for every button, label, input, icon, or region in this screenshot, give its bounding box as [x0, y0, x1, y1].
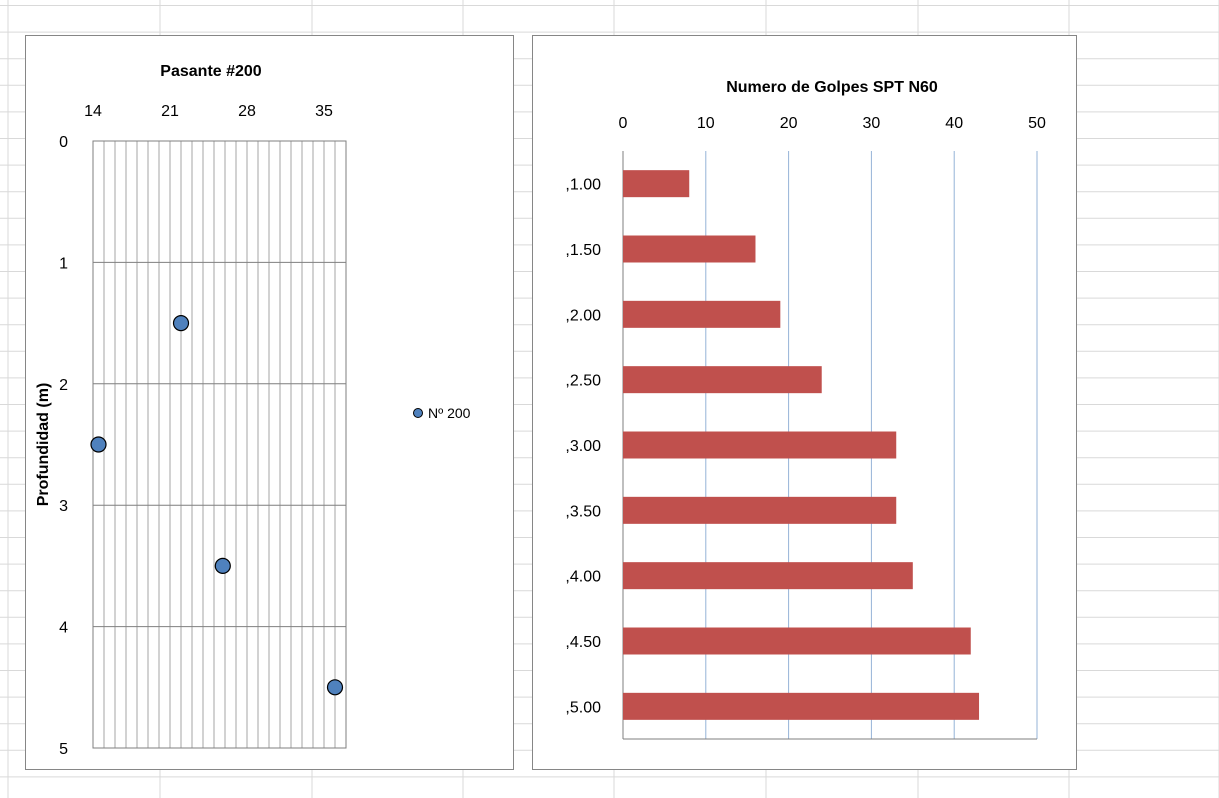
bar: [623, 562, 913, 590]
bar: [623, 627, 971, 655]
category-label: ,1.50: [565, 242, 601, 259]
pasante-200-plot: Pasante #200 14 21 28 35 0 1 2 3 4 5 Profundidad (m…: [35, 63, 471, 758]
x-tick-label: 28: [238, 103, 256, 120]
y-axis-title: Profundidad (m): [35, 383, 52, 507]
bar: [623, 692, 980, 720]
category-label: ,3.50: [565, 503, 601, 520]
category-label: ,2.00: [565, 307, 601, 324]
category-label: ,5.00: [565, 699, 601, 716]
category-label: ,1.00: [565, 177, 601, 194]
y-tick-label: 1: [59, 255, 68, 272]
y-tick-label: 2: [59, 377, 68, 394]
x-tick-label: 35: [315, 103, 333, 120]
y-tick-label: 0: [59, 134, 68, 151]
bar: [623, 366, 822, 394]
legend-marker: [413, 408, 423, 418]
data-point: [326, 679, 344, 696]
x-tick-label: 40: [945, 115, 963, 132]
data-point: [214, 557, 231, 575]
spt-n60-chart[interactable]: Numero de Golpes SPT N60 0 10 20 30 40 50 ,1.00…: [532, 35, 1077, 770]
category-label: ,2.50: [565, 373, 601, 390]
bar: [623, 431, 897, 459]
plot-area-border: [92, 140, 347, 749]
x-tick-label: 30: [863, 115, 881, 132]
category-label: ,3.00: [565, 438, 601, 455]
chart-title: Numero de Golpes SPT N60: [726, 79, 938, 96]
y-tick-label: 3: [59, 498, 68, 515]
data-point: [172, 315, 190, 332]
bar: [623, 300, 781, 328]
data-point: [90, 436, 107, 453]
bar: [623, 496, 897, 524]
bar: [623, 170, 690, 198]
y-tick-label: 5: [59, 741, 68, 758]
y-tick-label: 4: [59, 620, 68, 637]
x-tick-label: 50: [1028, 115, 1046, 132]
x-tick-label: 14: [84, 103, 102, 120]
x-tick-label: 0: [619, 115, 628, 132]
category-label: ,4.00: [565, 569, 601, 586]
chart-title: Pasante #200: [160, 63, 262, 80]
bar: [623, 235, 756, 263]
pasante-200-chart[interactable]: Pasante #200 14 21 28 35 0 1 2 3 4 5 Profundidad (m…: [25, 35, 514, 770]
spt-n60-plot: Numero de Golpes SPT N60 0 10 20 30 40 50 ,1.00…: [565, 79, 1046, 740]
x-tick-label: 10: [697, 115, 715, 132]
category-label: ,4.50: [565, 634, 601, 651]
x-tick-label: 20: [780, 115, 798, 132]
legend-label: Nº 200: [428, 405, 471, 421]
x-tick-label: 21: [161, 103, 179, 120]
